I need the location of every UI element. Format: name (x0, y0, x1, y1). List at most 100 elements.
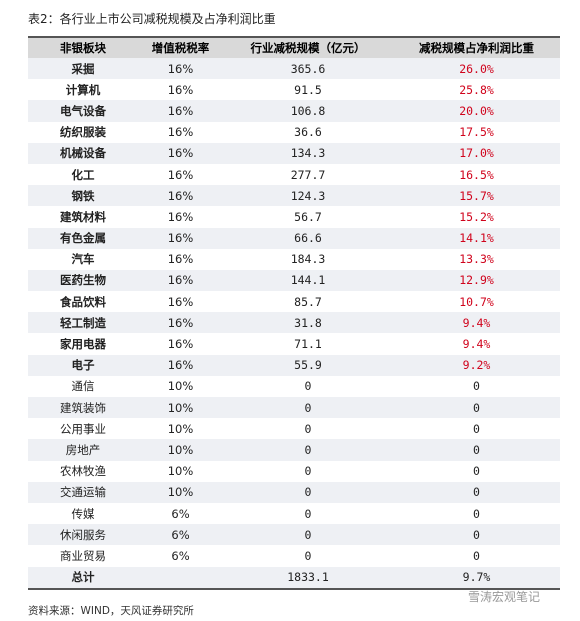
table-cell: 16% (138, 227, 223, 249)
table-row: 房地产 10% 0 0 (28, 439, 560, 461)
table-row: 机械设备 16% 134.3 17.0% (28, 142, 560, 164)
table-cell: 纺织服装 (60, 125, 106, 140)
table-cell: 0 (393, 524, 560, 546)
table-row: 家用电器 16% 71.1 9.4% (28, 333, 560, 354)
table-cell: 134.3 (223, 142, 393, 164)
table-cell: 10% (138, 481, 223, 503)
table-cell: 休闲服务 (28, 524, 138, 546)
table-row: 计算机 16% 91.5 25.8% (28, 79, 560, 100)
table-cell: 16% (138, 269, 223, 292)
table-cell: 9.7% (393, 566, 560, 590)
table-cell: 通信 (71, 379, 95, 394)
table-cell: 化工 (71, 167, 95, 182)
table-cell: 184.3 (290, 252, 326, 267)
table-cell: 36.6 (294, 125, 322, 140)
table-cell: 10% (138, 397, 223, 419)
table-cell: 总计 (28, 566, 138, 590)
table-cell: 144.1 (223, 269, 393, 292)
table-cell: 10.7% (459, 294, 494, 309)
table-cell: 16% (138, 58, 223, 80)
table-row: 化工 16% 277.7 16.5% (28, 164, 560, 185)
table-cell: 机械设备 (28, 142, 138, 164)
table-cell: 85.7 (294, 294, 322, 309)
table-cell: 124.3 (223, 185, 393, 207)
table-cell: 0 (473, 548, 480, 563)
table-cell: 15.7% (393, 185, 560, 207)
table-cell: 0 (304, 506, 312, 521)
table-row: 食品饮料 16% 85.7 10.7% (28, 291, 560, 312)
table-cell: 66.6 (223, 227, 393, 249)
table-cell: 0 (223, 439, 393, 461)
table-row: 纺织服装 16% 36.6 17.5% (28, 122, 560, 143)
table-cell: 25.8% (459, 82, 494, 97)
column-header: 非银板块 (28, 36, 138, 58)
table-cell: 31.8 (223, 312, 393, 334)
table-cell (138, 566, 223, 590)
table-cell: 16% (167, 167, 194, 182)
table-cell: 17.0% (393, 142, 560, 164)
table-cell: 0 (473, 464, 480, 479)
table-row: 医药生物 16% 144.1 12.9% (28, 269, 560, 292)
table-cell: 56.7 (294, 209, 322, 224)
table-row: 电子 16% 55.9 9.2% (28, 354, 560, 376)
table-cell: 计算机 (65, 82, 101, 97)
table: 非银板块 增值税税率 行业减税规模（亿元） 减税规模占净利润比重 采掘 16% 365.6… (28, 36, 560, 590)
table-cell: 商业贸易 (60, 548, 106, 563)
table-cell: 16% (167, 125, 194, 140)
table-row: 农林牧渔 10% 0 0 (28, 461, 560, 482)
table-cell: 有色金属 (28, 227, 138, 249)
table-row: 建筑装饰 10% 0 0 (28, 397, 560, 419)
table-cell: 0 (473, 421, 480, 436)
table-cell: 采掘 (28, 58, 138, 80)
table-cell: 6% (138, 524, 223, 546)
table-cell: 公用事业 (60, 421, 106, 436)
table-row: 钢铁 16% 124.3 15.7% (28, 185, 560, 207)
table-cell: 0 (304, 379, 312, 394)
table-cell: 9.2% (393, 354, 560, 376)
table-row: 通信 10% 0 0 (28, 376, 560, 397)
table-row: 公用事业 10% 0 0 (28, 418, 560, 439)
table-cell: 家用电器 (60, 337, 106, 352)
table-cell: 医药生物 (28, 269, 138, 292)
table-cell: 交通运输 (28, 481, 138, 503)
table-row: 休闲服务 6% 0 0 (28, 524, 560, 546)
table-cell: 15.2% (459, 209, 494, 224)
table-cell: 16% (167, 252, 194, 267)
table-cell: 10% (167, 464, 194, 479)
table-cell: 0 (393, 397, 560, 419)
table-cell: 277.7 (290, 167, 326, 182)
table-cell: 14.1% (393, 227, 560, 249)
table-cell: 1833.1 (223, 566, 393, 590)
table-cell: 0 (304, 421, 312, 436)
table-row: 传媒 6% 0 0 (28, 503, 560, 524)
table-row: 交通运输 10% 0 0 (28, 481, 560, 503)
table-cell: 16% (167, 82, 194, 97)
table-row: 汽车 16% 184.3 13.3% (28, 249, 560, 270)
column-header: 增值税税率 (138, 36, 223, 58)
table-cell: 汽车 (71, 252, 95, 267)
table-cell: 55.9 (223, 354, 393, 376)
table-cell: 建筑材料 (60, 209, 106, 224)
table-title: 表2：各行业上市公司减税规模及占净利润比重 (28, 12, 276, 26)
table-cell: 6% (171, 506, 190, 521)
table-cell: 16% (138, 312, 223, 334)
table-cell: 0 (393, 481, 560, 503)
table-row: 建筑材料 16% 56.7 15.2% (28, 206, 560, 227)
table-cell: 0 (223, 481, 393, 503)
column-header: 行业减税规模（亿元） (223, 36, 393, 58)
watermark: 雪涛宏观笔记 (467, 590, 540, 604)
table-cell: 电子 (28, 354, 138, 376)
table-cell: 6% (171, 548, 190, 563)
table-cell: 10% (167, 379, 194, 394)
table-cell: 16% (167, 294, 194, 309)
table-cell: 9.4% (462, 337, 491, 352)
table-cell: 电气设备 (28, 100, 138, 122)
table-cell: 16% (138, 185, 223, 207)
table-cell: 71.1 (294, 337, 322, 352)
table-cell: 建筑装饰 (28, 397, 138, 419)
table-row: 有色金属 16% 66.6 14.1% (28, 227, 560, 249)
table-cell: 26.0% (393, 58, 560, 80)
table-row: 轻工制造 16% 31.8 9.4% (28, 312, 560, 334)
table-cell: 0 (223, 524, 393, 546)
table-cell: 16% (167, 209, 194, 224)
